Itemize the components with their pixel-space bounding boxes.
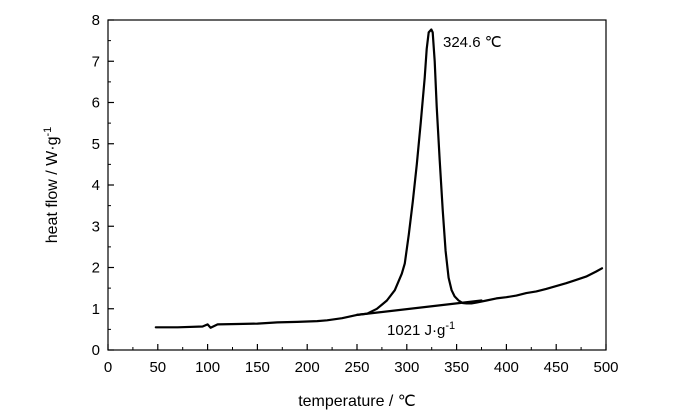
y-tick-label: 4	[92, 177, 100, 194]
y-tick-label: 8	[92, 12, 100, 29]
integration-baseline	[355, 299, 483, 316]
x-tick-label: 150	[245, 359, 270, 376]
x-tick-label: 300	[394, 359, 419, 376]
enthalpy-annotation: 1021 J·g-1	[387, 320, 455, 339]
y-tick-label: 2	[92, 260, 100, 277]
enthalpy-annotation-sup: -1	[445, 320, 455, 332]
x-tick-label: 200	[295, 359, 320, 376]
curves	[154, 28, 604, 329]
y-tick-label: 6	[92, 95, 100, 112]
y-tick-label: 0	[92, 342, 100, 359]
x-tick-label: 250	[344, 359, 369, 376]
x-tick-label: 400	[494, 359, 519, 376]
y-tick-label: 1	[92, 301, 100, 318]
x-axis-label: temperature / ℃	[298, 393, 416, 410]
y-tick-label: 3	[92, 218, 100, 235]
y-tick-label: 7	[92, 53, 100, 70]
axis-ticks: 0 50 100 150 200 250 300 350 400 450 500 0 1 2 3 4 5 6 7 8	[92, 12, 619, 376]
y-axis-label-sup: -1	[42, 127, 54, 137]
enthalpy-annotation-main: 1021 J·g	[387, 322, 445, 339]
x-tick-label: 500	[593, 359, 618, 376]
x-tick-label: 100	[195, 359, 220, 376]
heat-flow-curve	[154, 28, 604, 329]
plot-frame	[107, 19, 607, 351]
x-tick-label: 0	[104, 359, 112, 376]
y-tick-label: 5	[92, 136, 100, 153]
x-tick-label: 350	[444, 359, 469, 376]
y-axis-label-main: heat flow / W·g	[44, 137, 61, 244]
x-tick-label: 450	[544, 359, 569, 376]
peak-annotation: 324.6 ℃	[443, 34, 502, 51]
y-axis-label: heat flow / W·g-1	[42, 127, 61, 243]
x-tick-label: 50	[149, 359, 166, 376]
